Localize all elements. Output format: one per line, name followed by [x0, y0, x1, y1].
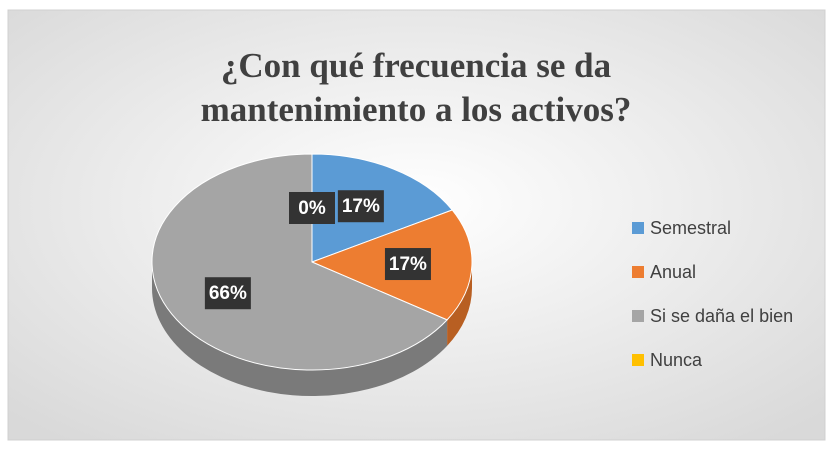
legend-label: Anual — [650, 262, 696, 282]
chart-title: ¿Con qué frecuencia se da mantenimiento … — [200, 46, 632, 129]
data-label-box — [337, 190, 384, 223]
legend-label: Semestral — [650, 218, 731, 238]
data-label: 0% — [298, 198, 326, 219]
data-label-box — [289, 192, 335, 224]
data-label: 66% — [209, 283, 247, 304]
data-label-box — [204, 277, 251, 310]
legend-swatch — [632, 354, 644, 366]
legend-swatch — [632, 222, 644, 234]
legend-swatch — [632, 310, 644, 322]
pie-slice — [151, 153, 448, 371]
data-label: 17% — [342, 196, 380, 217]
legend-label: Si se daña el bien — [650, 306, 793, 326]
data-label-box — [384, 248, 431, 281]
legend-swatch — [632, 266, 644, 278]
pie-slice-side — [152, 262, 448, 396]
legend-label: Nunca — [650, 350, 703, 370]
data-label: 17% — [389, 254, 427, 275]
